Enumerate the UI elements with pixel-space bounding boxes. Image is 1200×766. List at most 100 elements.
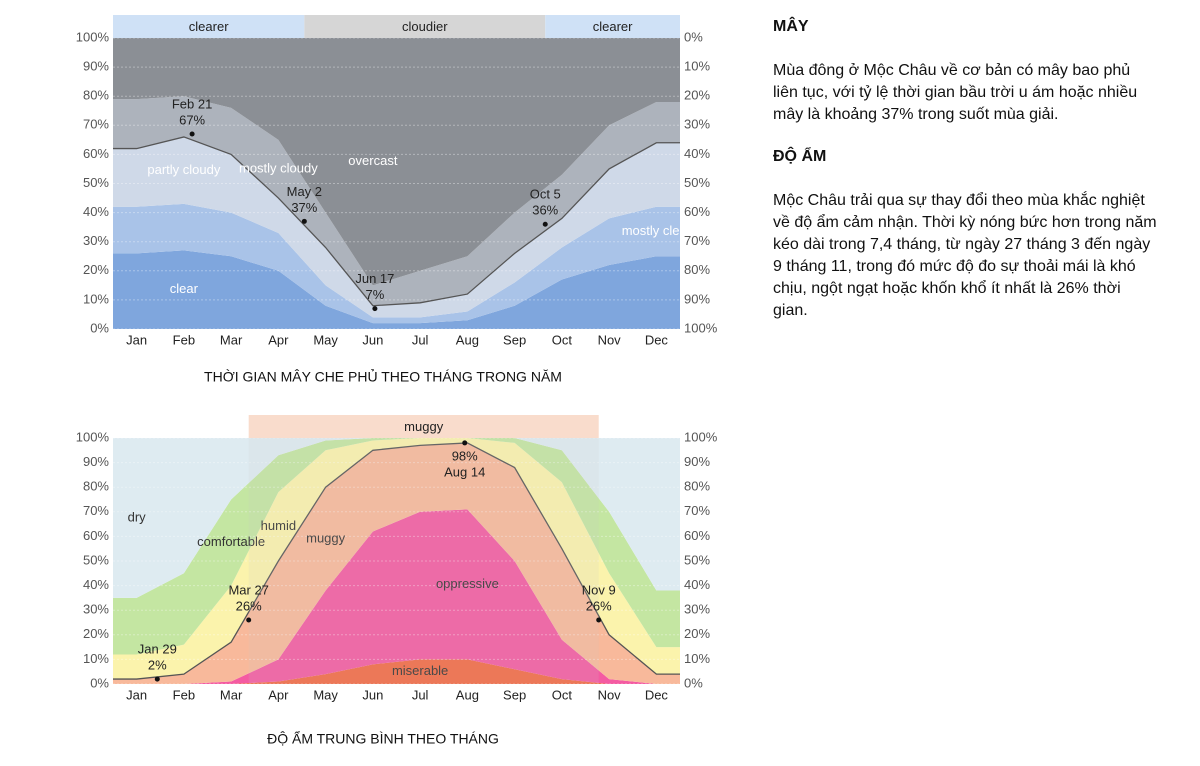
annotation-value: 37% <box>291 200 317 215</box>
area <box>113 96 680 306</box>
x-tick-label: Mar <box>220 687 243 702</box>
annotation-value: 2% <box>148 658 167 673</box>
annotation-dot <box>154 676 160 682</box>
x-tick-label: Aug <box>456 332 479 347</box>
band <box>248 415 599 438</box>
x-tick-label: Nov <box>598 687 622 702</box>
y2-tick-label: 100% <box>684 429 718 444</box>
band-shade <box>248 438 599 684</box>
y2-tick-label: 20% <box>684 88 710 103</box>
x-tick-label: Oct <box>552 332 573 347</box>
area <box>113 509 680 684</box>
area-label: humid <box>261 518 296 533</box>
x-tick-label: Jul <box>412 687 429 702</box>
annotation-date: May 2 <box>287 184 322 199</box>
band-label: muggy <box>404 419 444 434</box>
x-tick-label: Aug <box>456 687 479 702</box>
y2-tick-label: 50% <box>684 175 710 190</box>
x-tick-label: Jan <box>126 687 147 702</box>
y-tick-label: 60% <box>83 146 109 161</box>
area-label: clear <box>170 281 199 296</box>
x-tick-label: May <box>313 687 338 702</box>
y2-tick-label: 90% <box>684 291 710 306</box>
y-tick-label: 50% <box>83 175 109 190</box>
y2-tick-label: 40% <box>684 577 710 592</box>
y-tick-label: 100% <box>76 29 110 44</box>
y2-tick-label: 50% <box>684 552 710 567</box>
y-tick-label: 20% <box>83 262 109 277</box>
area <box>113 442 680 684</box>
y-tick-label: 10% <box>83 291 109 306</box>
y-tick-label: 50% <box>83 552 109 567</box>
y-tick-label: 90% <box>83 454 109 469</box>
band <box>113 15 305 38</box>
y2-tick-label: 80% <box>684 479 710 494</box>
area-label: oppressive <box>436 576 499 591</box>
x-tick-label: Jun <box>362 332 383 347</box>
annotation-dot <box>372 306 378 312</box>
area <box>113 659 680 684</box>
area <box>113 438 680 680</box>
sidebar: MÂY Mùa đông ở Mộc Châu về cơ bản có mây… <box>773 16 1158 342</box>
annotation-value: 36% <box>532 203 558 218</box>
x-tick-label: Sep <box>503 687 526 702</box>
area <box>113 203 680 324</box>
annotation-value: 26% <box>586 598 612 613</box>
y-tick-label: 0% <box>90 320 109 335</box>
band <box>545 15 680 38</box>
area <box>113 38 680 286</box>
annotation-date: Feb 21 <box>172 96 212 111</box>
x-tick-label: Jul <box>412 332 429 347</box>
section-text: Mộc Châu trải qua sự thay đổi theo mùa k… <box>773 192 1157 319</box>
chart-title: THỜI GIAN MÂY CHE PHỦ THEO THÁNG TRONG N… <box>204 368 562 385</box>
annotation-date: Jun 17 <box>355 271 394 286</box>
x-tick-label: Mar <box>220 332 243 347</box>
section-heading: ĐỘ ẨM <box>773 148 827 165</box>
y2-tick-label: 70% <box>684 233 710 248</box>
band-label: clearer <box>189 19 229 34</box>
y-tick-label: 100% <box>76 429 110 444</box>
y-tick-label: 70% <box>83 503 109 518</box>
annotation-value: 67% <box>179 112 205 127</box>
y-tick-label: 30% <box>83 602 109 617</box>
y2-tick-label: 0% <box>684 675 703 690</box>
annotation-date: Jan 29 <box>138 642 177 657</box>
annotation-date: Aug 14 <box>444 464 485 479</box>
section-text: Mùa đông ở Mộc Châu về cơ bản có mây bao… <box>773 62 1138 123</box>
x-tick-label: Oct <box>552 687 573 702</box>
y2-tick-label: 10% <box>684 651 710 666</box>
annotation-value: 98% <box>452 448 478 463</box>
area-label: mostly clear <box>622 223 692 238</box>
y2-tick-label: 30% <box>684 602 710 617</box>
y2-tick-label: 10% <box>684 59 710 74</box>
x-tick-label: Apr <box>268 332 289 347</box>
y2-tick-label: 0% <box>684 29 703 44</box>
annotation-date: Nov 9 <box>582 582 616 597</box>
y-tick-label: 80% <box>83 88 109 103</box>
x-tick-label: May <box>313 332 338 347</box>
y2-tick-label: 90% <box>684 454 710 469</box>
section-heading: MÂY <box>773 18 809 35</box>
annotation-dot <box>246 617 252 623</box>
area-label: mostly cloudy <box>239 160 318 175</box>
y-tick-label: 10% <box>83 651 109 666</box>
y2-tick-label: 60% <box>684 204 710 219</box>
y-tick-label: 0% <box>90 675 109 690</box>
chart-title: ĐỘ ẨM TRUNG BÌNH THEO THÁNG <box>267 730 499 747</box>
area-label: dry <box>128 509 147 524</box>
band-label: clearer <box>593 19 633 34</box>
area-label: miserable <box>392 663 448 678</box>
boundary-line <box>113 136 680 307</box>
y-tick-label: 60% <box>83 528 109 543</box>
y2-tick-label: 80% <box>684 262 710 277</box>
annotation-date: Oct 5 <box>530 187 561 202</box>
annotation-date: Mar 27 <box>228 582 268 597</box>
area-label: partly cloudy <box>147 162 220 177</box>
y2-tick-label: 70% <box>684 503 710 518</box>
annotation-dot <box>462 440 468 446</box>
y2-tick-label: 20% <box>684 626 710 641</box>
x-tick-label: Feb <box>173 687 195 702</box>
annotation-dot <box>189 131 195 137</box>
y-tick-label: 20% <box>83 626 109 641</box>
area <box>113 136 680 318</box>
